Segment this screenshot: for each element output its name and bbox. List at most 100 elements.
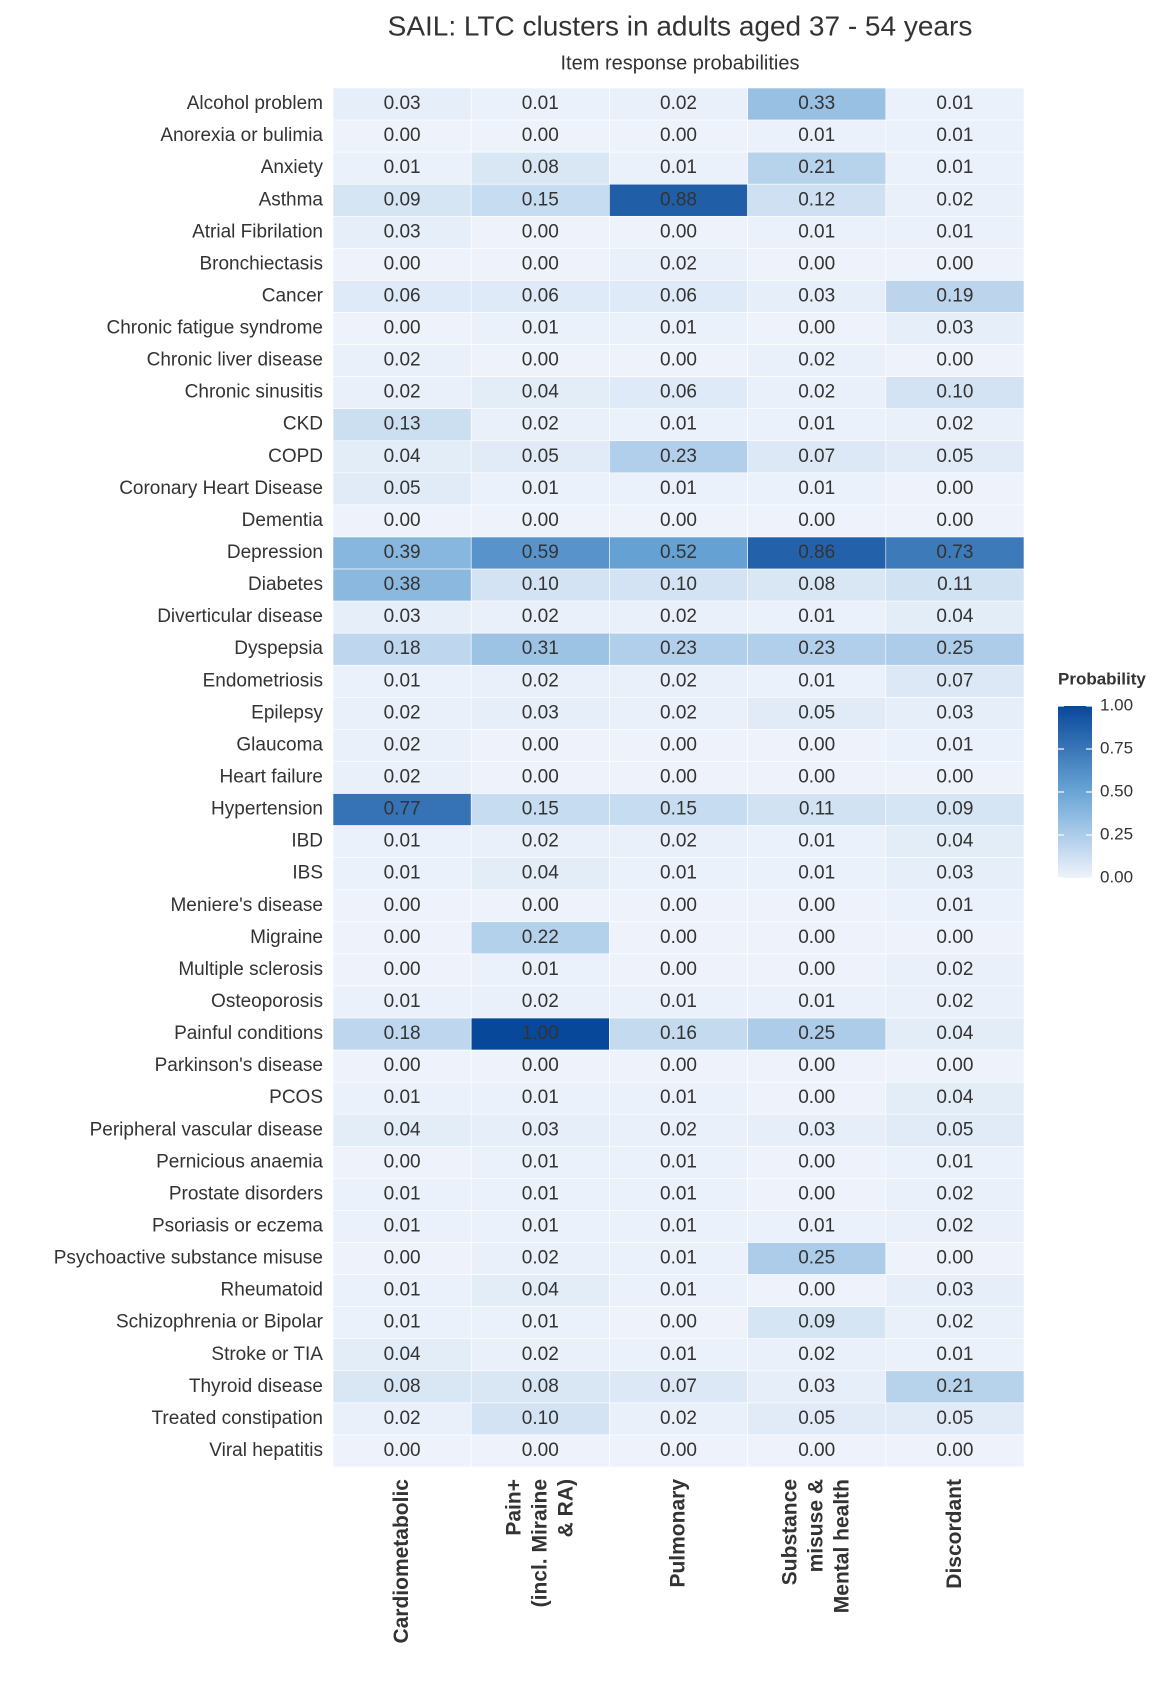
heatmap-cell [470, 921, 610, 955]
cell-label: 0.00 [660, 1312, 697, 1333]
cell-label: 0.04 [384, 1344, 421, 1365]
cell-label: 0.05 [936, 1408, 973, 1429]
cell-label: 0.00 [798, 1280, 835, 1301]
row-label: Pernicious anaemia [156, 1151, 323, 1172]
heatmap-cell [885, 1402, 1025, 1436]
cell-label: 0.01 [522, 1215, 559, 1236]
cell-label: 0.03 [384, 93, 421, 114]
cell-label: 0.02 [522, 991, 559, 1012]
cell-label: 0.06 [660, 285, 697, 306]
heatmap-cell [609, 729, 748, 762]
cell-label: 0.01 [660, 478, 697, 499]
cell-label: 0.01 [522, 1087, 559, 1108]
cell-label: 0.01 [660, 1280, 697, 1301]
heatmap-cell [609, 440, 748, 474]
heatmap-cell [885, 536, 1025, 570]
heatmap-cell [885, 1242, 1025, 1275]
cell-label: 0.01 [522, 1183, 559, 1204]
cell-label: 0.00 [384, 318, 421, 339]
cell-label: 0.03 [798, 1376, 835, 1397]
column-label-line: misuse & [804, 1479, 827, 1572]
row-label: Heart failure [220, 767, 324, 788]
row-label: Diabetes [248, 574, 323, 595]
colorbar-tick-label: 0.75 [1100, 738, 1133, 757]
row-label: IBD [291, 831, 323, 852]
cell-label: 0.00 [384, 1151, 421, 1172]
cell-label: 0.23 [660, 638, 697, 659]
cell-label: 0.01 [522, 1151, 559, 1172]
cell-label: 0.00 [660, 125, 697, 146]
cell-label: 0.00 [384, 125, 421, 146]
column-label-line: & RA) [554, 1479, 577, 1537]
cell-label: 0.00 [660, 350, 697, 371]
heatmap-cell [885, 248, 1025, 281]
cell-label: 0.04 [522, 382, 559, 403]
row-label: Chronic liver disease [147, 350, 323, 371]
heatmap-cell [885, 568, 1025, 602]
cell-label: 0.03 [522, 1119, 559, 1140]
cell-label: 0.12 [798, 189, 835, 210]
heatmap-cell [609, 1017, 748, 1051]
chart-title: SAIL: LTC clusters in adults aged 37 - 5… [388, 10, 973, 41]
heatmap-cell [470, 215, 610, 249]
heatmap-cell [747, 761, 887, 794]
cell-label: 0.02 [384, 350, 421, 371]
heatmap-cell [609, 1146, 748, 1179]
row-label: Peripheral vascular disease [90, 1119, 323, 1140]
row-label: Schizophrenia or Bipolar [116, 1312, 324, 1333]
cell-label: 0.05 [384, 478, 421, 499]
heatmap-cell [470, 825, 610, 858]
cell-label: 0.01 [384, 1215, 421, 1236]
cell-label: 0.00 [798, 895, 835, 916]
heatmap-cell [747, 1242, 887, 1275]
cell-label: 0.00 [384, 1055, 421, 1076]
row-label: Psychoactive substance misuse [54, 1248, 323, 1269]
cell-label: 0.01 [522, 959, 559, 980]
cell-label: 0.01 [660, 1087, 697, 1108]
heatmap-cell [747, 953, 887, 987]
cell-label: 0.01 [798, 414, 835, 435]
cell-label: 0.00 [384, 253, 421, 274]
cell-label: 0.02 [660, 831, 697, 852]
heatmap-cell [885, 183, 1025, 217]
column-label-line: Discordant [942, 1479, 965, 1589]
cell-label: 0.02 [798, 1344, 835, 1365]
cell-label: 0.00 [936, 350, 973, 371]
heatmap-cell [332, 440, 472, 474]
cell-label: 0.01 [798, 863, 835, 884]
heatmap-cell [747, 1210, 887, 1243]
cell-label: 0.02 [522, 670, 559, 691]
chart-subtitle: Item response probabilities [560, 52, 799, 74]
cell-label: 0.00 [798, 253, 835, 274]
cell-label: 0.00 [522, 895, 559, 916]
heatmap-cell [747, 729, 887, 762]
cell-label: 0.02 [660, 93, 697, 114]
cell-label: 0.08 [522, 157, 559, 178]
cell-label: 0.02 [384, 702, 421, 723]
heatmap-cell [747, 857, 887, 891]
cell-label: 0.08 [384, 1376, 421, 1397]
heatmap-cell [470, 1306, 610, 1340]
cell-label: 0.07 [936, 670, 973, 691]
heatmap-cell [885, 376, 1025, 409]
heatmap-cell [332, 215, 472, 249]
heatmap-cell [885, 344, 1025, 377]
colorbar-tick-label: 1.00 [1100, 695, 1133, 714]
cell-label: 0.03 [798, 285, 835, 306]
cell-label: 0.05 [522, 446, 559, 467]
row-label: Chronic fatigue syndrome [107, 318, 324, 339]
cell-label: 0.00 [522, 734, 559, 755]
cell-label: 0.06 [384, 285, 421, 306]
row-label: Stroke or TIA [211, 1344, 323, 1365]
heatmap-cell [332, 632, 472, 666]
row-label: Thyroid disease [189, 1376, 323, 1397]
cell-label: 0.02 [936, 959, 973, 980]
cell-label: 0.01 [384, 1312, 421, 1333]
cell-label: 0.04 [936, 1023, 973, 1044]
heatmap-cell [332, 1402, 472, 1436]
heatmap-cell [332, 921, 472, 955]
heatmap-cell [885, 1274, 1025, 1307]
cell-label: 0.01 [660, 863, 697, 884]
row-label: PCOS [269, 1087, 323, 1108]
cell-label: 0.03 [936, 318, 973, 339]
